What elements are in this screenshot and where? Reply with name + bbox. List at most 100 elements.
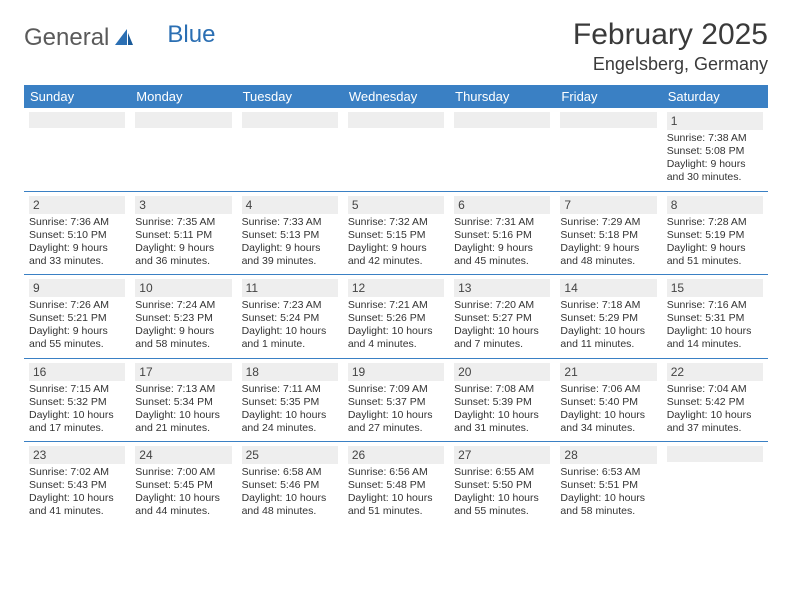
sunset-text: Sunset: 5:46 PM (242, 479, 338, 492)
date-number (667, 446, 763, 462)
sunrise-text: Sunrise: 7:28 AM (667, 216, 763, 229)
day-details: Sunrise: 7:20 AMSunset: 5:27 PMDaylight:… (454, 299, 550, 352)
day-cell: 5Sunrise: 7:32 AMSunset: 5:15 PMDaylight… (343, 191, 449, 275)
date-number: 4 (242, 196, 338, 214)
day-cell: 28Sunrise: 6:53 AMSunset: 5:51 PMDayligh… (555, 442, 661, 525)
date-number: 11 (242, 279, 338, 297)
daylight-text: Daylight: 10 hours and 34 minutes. (560, 409, 656, 435)
sunrise-text: Sunrise: 7:15 AM (29, 383, 125, 396)
date-number (29, 112, 125, 128)
day-details: Sunrise: 7:24 AMSunset: 5:23 PMDaylight:… (135, 299, 231, 352)
week-row: 2 Sunrise: 7:36 AMSunset: 5:10 PMDaylight… (24, 191, 768, 275)
daylight-text: Daylight: 9 hours and 36 minutes. (135, 242, 231, 268)
sunrise-text: Sunrise: 7:38 AM (667, 132, 763, 145)
date-number: 27 (454, 446, 550, 464)
sunrise-text: Sunrise: 6:53 AM (560, 466, 656, 479)
sunrise-text: Sunrise: 7:08 AM (454, 383, 550, 396)
date-number: 26 (348, 446, 444, 464)
date-number: 8 (667, 196, 763, 214)
sunrise-text: Sunrise: 7:35 AM (135, 216, 231, 229)
day-header-wednesday: Wednesday (343, 85, 449, 108)
day-header-monday: Monday (130, 85, 236, 108)
day-details: Sunrise: 7:21 AMSunset: 5:26 PMDaylight:… (348, 299, 444, 352)
sunrise-text: Sunrise: 7:11 AM (242, 383, 338, 396)
calendar-body: 1 Sunrise: 7:38 AMSunset: 5:08 PMDaylight… (24, 108, 768, 525)
day-cell: 4Sunrise: 7:33 AMSunset: 5:13 PMDaylight… (237, 191, 343, 275)
sunset-text: Sunset: 5:24 PM (242, 312, 338, 325)
day-details: Sunrise: 7:38 AMSunset: 5:08 PMDaylight:… (667, 132, 763, 185)
sunrise-text: Sunrise: 7:33 AM (242, 216, 338, 229)
day-details: Sunrise: 7:11 AMSunset: 5:35 PMDaylight:… (242, 383, 338, 436)
sunrise-text: Sunrise: 7:29 AM (560, 216, 656, 229)
daylight-text: Daylight: 10 hours and 37 minutes. (667, 409, 763, 435)
daylight-text: Daylight: 10 hours and 58 minutes. (560, 492, 656, 518)
day-details: Sunrise: 7:09 AMSunset: 5:37 PMDaylight:… (348, 383, 444, 436)
day-details: Sunrise: 7:36 AMSunset: 5:10 PMDaylight:… (29, 216, 125, 269)
daylight-text: Daylight: 10 hours and 27 minutes. (348, 409, 444, 435)
date-number: 2 (29, 196, 125, 214)
day-details: Sunrise: 7:08 AMSunset: 5:39 PMDaylight:… (454, 383, 550, 436)
sunrise-text: Sunrise: 6:55 AM (454, 466, 550, 479)
sunset-text: Sunset: 5:50 PM (454, 479, 550, 492)
sunset-text: Sunset: 5:40 PM (560, 396, 656, 409)
day-cell: 16Sunrise: 7:15 AMSunset: 5:32 PMDayligh… (24, 358, 130, 442)
day-header-sunday: Sunday (24, 85, 130, 108)
date-number (348, 112, 444, 128)
date-number: 18 (242, 363, 338, 381)
week-row: 1 Sunrise: 7:38 AMSunset: 5:08 PMDaylight… (24, 108, 768, 191)
day-cell: 20Sunrise: 7:08 AMSunset: 5:39 PMDayligh… (449, 358, 555, 442)
daylight-text: Daylight: 10 hours and 44 minutes. (135, 492, 231, 518)
date-number: 25 (242, 446, 338, 464)
daylight-text: Daylight: 10 hours and 7 minutes. (454, 325, 550, 351)
day-details: Sunrise: 7:28 AMSunset: 5:19 PMDaylight:… (667, 216, 763, 269)
day-header-saturday: Saturday (662, 85, 768, 108)
day-details: Sunrise: 7:04 AMSunset: 5:42 PMDaylight:… (667, 383, 763, 436)
sunset-text: Sunset: 5:29 PM (560, 312, 656, 325)
sunset-text: Sunset: 5:39 PM (454, 396, 550, 409)
sunrise-text: Sunrise: 7:09 AM (348, 383, 444, 396)
day-cell (130, 108, 236, 191)
sunrise-text: Sunrise: 7:06 AM (560, 383, 656, 396)
date-number: 7 (560, 196, 656, 214)
day-details: Sunrise: 7:16 AMSunset: 5:31 PMDaylight:… (667, 299, 763, 352)
date-number: 6 (454, 196, 550, 214)
sunset-text: Sunset: 5:26 PM (348, 312, 444, 325)
day-cell: 13 Sunrise: 7:20 AMSunset: 5:27 PMDayligh… (449, 275, 555, 359)
date-number: 28 (560, 446, 656, 464)
day-header-row: Sunday Monday Tuesday Wednesday Thursday… (24, 85, 768, 108)
day-details: Sunrise: 7:13 AMSunset: 5:34 PMDaylight:… (135, 383, 231, 436)
sunset-text: Sunset: 5:37 PM (348, 396, 444, 409)
daylight-text: Daylight: 10 hours and 14 minutes. (667, 325, 763, 351)
date-number: 1 (667, 112, 763, 130)
daylight-text: Daylight: 10 hours and 11 minutes. (560, 325, 656, 351)
sunset-text: Sunset: 5:42 PM (667, 396, 763, 409)
daylight-text: Daylight: 9 hours and 39 minutes. (242, 242, 338, 268)
date-number: 21 (560, 363, 656, 381)
sunrise-text: Sunrise: 7:23 AM (242, 299, 338, 312)
day-cell: 23Sunrise: 7:02 AMSunset: 5:43 PMDayligh… (24, 442, 130, 525)
sunrise-text: Sunrise: 7:00 AM (135, 466, 231, 479)
sunset-text: Sunset: 5:48 PM (348, 479, 444, 492)
sunrise-text: Sunrise: 7:18 AM (560, 299, 656, 312)
date-number: 22 (667, 363, 763, 381)
day-cell: 15Sunrise: 7:16 AMSunset: 5:31 PMDayligh… (662, 275, 768, 359)
day-header-friday: Friday (555, 85, 661, 108)
date-number: 13 (454, 279, 550, 297)
day-header-thursday: Thursday (449, 85, 555, 108)
day-cell: 21 Sunrise: 7:06 AMSunset: 5:40 PMDayligh… (555, 358, 661, 442)
day-cell: 3Sunrise: 7:35 AMSunset: 5:11 PMDaylight… (130, 191, 236, 275)
day-cell: 27Sunrise: 6:55 AMSunset: 5:50 PMDayligh… (449, 442, 555, 525)
sunset-text: Sunset: 5:32 PM (29, 396, 125, 409)
sunrise-text: Sunrise: 7:04 AM (667, 383, 763, 396)
week-row: 16Sunrise: 7:15 AMSunset: 5:32 PMDayligh… (24, 358, 768, 442)
date-number: 12 (348, 279, 444, 297)
day-cell: 11Sunrise: 7:23 AMSunset: 5:24 PMDayligh… (237, 275, 343, 359)
sunrise-text: Sunrise: 7:32 AM (348, 216, 444, 229)
date-number: 3 (135, 196, 231, 214)
sunset-text: Sunset: 5:34 PM (135, 396, 231, 409)
day-details: Sunrise: 7:26 AMSunset: 5:21 PMDaylight:… (29, 299, 125, 352)
sunrise-text: Sunrise: 6:56 AM (348, 466, 444, 479)
day-cell: 14Sunrise: 7:18 AMSunset: 5:29 PMDayligh… (555, 275, 661, 359)
sunset-text: Sunset: 5:15 PM (348, 229, 444, 242)
day-details: Sunrise: 7:32 AMSunset: 5:15 PMDaylight:… (348, 216, 444, 269)
